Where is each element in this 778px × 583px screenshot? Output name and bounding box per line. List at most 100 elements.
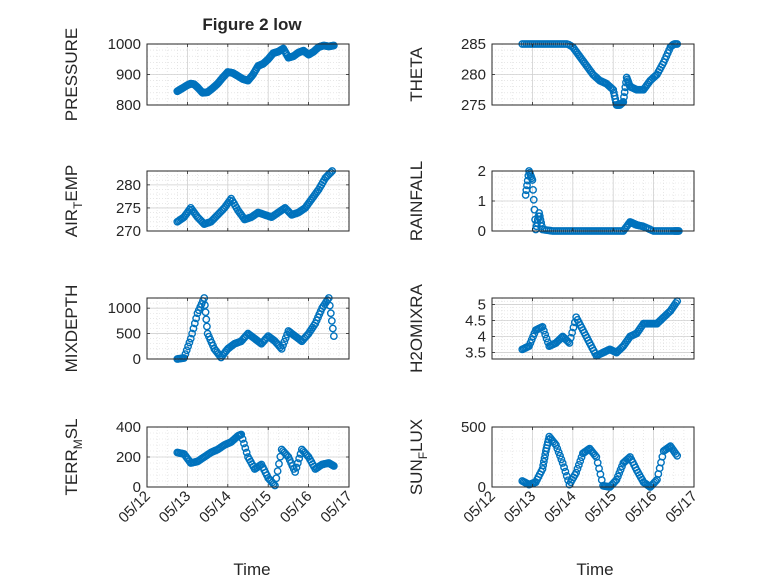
y-axis-label-text: H2OMIXRA <box>407 283 426 372</box>
data-point <box>539 457 548 466</box>
y-axis-label-subscript: M <box>71 439 85 449</box>
data-point <box>521 191 530 199</box>
data-point <box>185 205 194 214</box>
data-point <box>569 323 578 332</box>
data-point <box>329 332 338 341</box>
data-point <box>673 451 682 460</box>
data-point <box>538 322 547 331</box>
data-point <box>291 468 300 476</box>
y-tick-label: 500 <box>116 326 141 343</box>
data-point <box>540 454 549 463</box>
data-point <box>271 481 279 490</box>
data-point <box>528 176 537 184</box>
data-point <box>591 451 599 460</box>
data-point <box>529 195 538 204</box>
data-point <box>295 454 304 463</box>
data-point <box>325 301 334 310</box>
y-axis-label: THETA <box>407 47 426 102</box>
data-point <box>238 435 247 443</box>
data-point <box>539 326 548 335</box>
y-axis-label-text: RAINFALL <box>407 161 426 241</box>
y-tick-label: 1 <box>478 193 486 210</box>
data-point <box>273 467 282 475</box>
subplot-3: 270 275 280 AIRTEMP <box>62 165 350 240</box>
data-point <box>568 328 577 337</box>
y-tick-label: 275 <box>116 200 141 217</box>
data-point <box>327 316 336 325</box>
axes-box <box>491 426 695 488</box>
y-tick-label: 0 <box>478 223 486 240</box>
y-tick-label: 4.5 <box>465 312 486 329</box>
y-tick-label: 500 <box>461 419 486 436</box>
data-point <box>566 333 575 342</box>
data-point <box>329 41 338 50</box>
y-axis-label-text: MIXDEPTH <box>62 285 81 373</box>
data-point <box>293 459 302 467</box>
axes-box <box>491 297 695 360</box>
y-tick-label: 270 <box>116 223 141 240</box>
data-point <box>572 468 581 477</box>
y-axis-label-text: SUN <box>407 459 426 495</box>
y-axis-label-text: THETA <box>407 47 426 102</box>
data-point <box>553 444 562 453</box>
y-axis-label: H2OMIXRA <box>407 283 426 372</box>
data-point <box>190 319 199 328</box>
data-point <box>620 93 628 101</box>
y-tick-label: 275 <box>461 97 486 114</box>
data-point <box>201 301 209 310</box>
data-point <box>188 329 197 338</box>
y-axis-label-text: SL <box>62 418 81 439</box>
y-tick-label: 900 <box>116 67 141 84</box>
data-point <box>556 451 564 460</box>
data-point <box>189 324 198 333</box>
y-tick-label: 800 <box>116 97 141 114</box>
data-point <box>561 467 570 476</box>
data-point <box>279 341 287 350</box>
data-point <box>576 457 585 465</box>
y-tick-label: 285 <box>461 36 486 53</box>
data-point <box>542 334 551 343</box>
data-point <box>651 477 660 486</box>
data-point <box>552 441 560 449</box>
data-point <box>242 448 251 457</box>
data-point <box>329 462 338 470</box>
data-point <box>560 463 568 472</box>
data-point <box>541 330 550 339</box>
y-axis-label-text: TERR <box>62 449 81 495</box>
y-tick-label: 3.5 <box>465 345 486 362</box>
subplot-5: 0 500 1000 MIXDEPTH <box>62 285 350 373</box>
axes-box <box>146 170 350 232</box>
y-axis-label: MIXDEPTH <box>62 285 81 373</box>
data-point <box>326 168 335 177</box>
y-tick-label: 0 <box>478 479 486 496</box>
xlabel-left: Time <box>233 560 270 579</box>
data-point <box>237 430 246 439</box>
data-point <box>326 309 335 318</box>
data-point <box>201 308 210 317</box>
data-point <box>185 338 194 347</box>
data-point <box>280 337 289 346</box>
data-point <box>203 322 211 331</box>
data-point <box>607 84 616 93</box>
data-point <box>538 465 547 473</box>
y-axis-label-subscript: F <box>416 452 430 459</box>
y-tick-label: 280 <box>116 177 141 194</box>
subplot-6: 3.544.55 H2OMIXRA <box>407 283 695 373</box>
data-point <box>565 339 574 347</box>
data-point <box>281 334 290 343</box>
data-point <box>328 324 337 333</box>
data-point <box>181 350 190 359</box>
y-tick-label: 4 <box>478 329 486 346</box>
data-point <box>202 315 211 324</box>
y-axis-label: SUNFLUX <box>407 419 430 495</box>
y-axis-label-subscript: T <box>71 201 85 209</box>
y-tick-label: 200 <box>116 449 141 466</box>
y-tick-label: 1000 <box>108 36 141 53</box>
y-tick-label: 2 <box>478 163 486 180</box>
data-point <box>272 474 281 483</box>
data-point <box>241 444 250 452</box>
data-point <box>573 464 582 473</box>
